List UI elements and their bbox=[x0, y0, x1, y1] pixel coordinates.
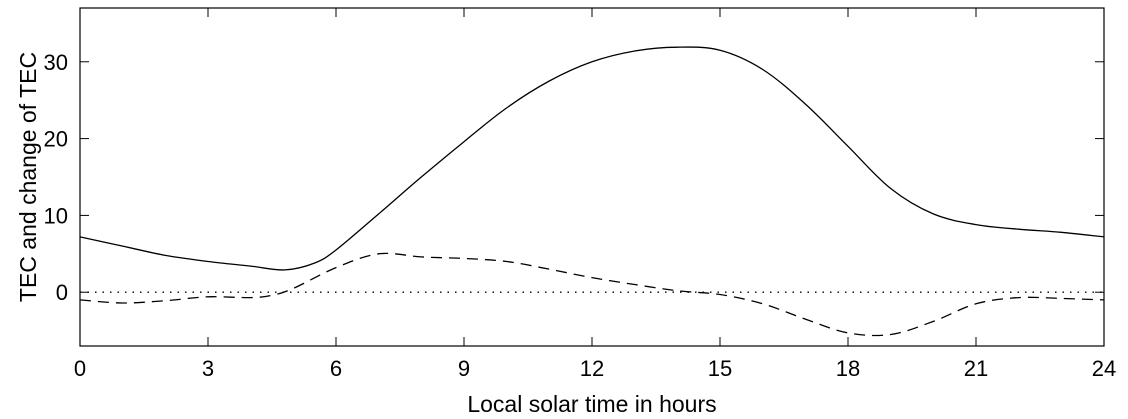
y-axis: 0 10 20 30 bbox=[44, 50, 1104, 305]
x-axis-label: Local solar time in hours bbox=[467, 391, 716, 417]
x-tick-label: 18 bbox=[836, 356, 860, 381]
plot-area bbox=[79, 7, 1105, 347]
y-tick-label: 10 bbox=[44, 203, 68, 228]
x-tick-label: 24 bbox=[1092, 356, 1116, 381]
axes-frame bbox=[79, 7, 1105, 347]
y-tick-label: 0 bbox=[56, 280, 68, 305]
x-tick-label: 3 bbox=[202, 356, 214, 381]
series-line-solid bbox=[79, 46, 1105, 271]
series-line-dashed bbox=[79, 252, 1105, 337]
y-tick-label: 30 bbox=[44, 50, 68, 75]
x-axis: 0 3 6 9 12 15 18 21 24 bbox=[74, 8, 1116, 381]
x-tick-label: 21 bbox=[964, 356, 988, 381]
y-tick-label: 20 bbox=[44, 127, 68, 152]
y-axis-label: TEC and change of TEC bbox=[15, 52, 41, 302]
x-tick-label: 6 bbox=[330, 356, 342, 381]
x-tick-label: 0 bbox=[74, 356, 86, 381]
x-tick-label: 15 bbox=[708, 356, 732, 381]
x-tick-label: 12 bbox=[580, 356, 604, 381]
x-tick-label: 9 bbox=[458, 356, 470, 381]
